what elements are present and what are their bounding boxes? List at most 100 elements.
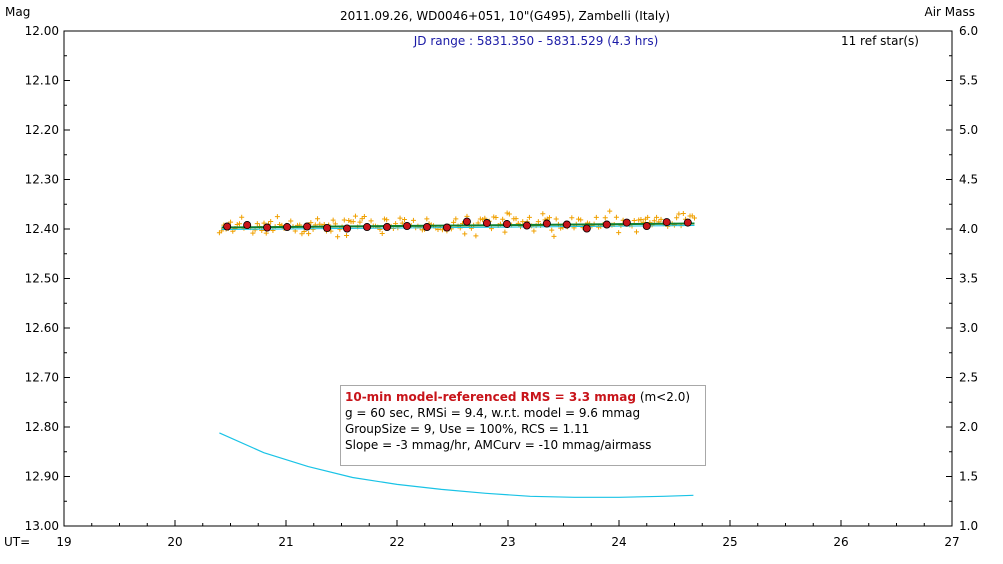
y-right-axis-label: Air Mass: [924, 5, 975, 19]
measurement-point: [397, 215, 403, 221]
x-tick-label: 20: [167, 535, 182, 549]
x-axis-label: UT=: [4, 535, 30, 549]
y-right-tick-label: 1.5: [959, 470, 978, 484]
y-left-tick-label: 12.00: [25, 24, 59, 38]
group-average-point: [622, 218, 631, 227]
ref-stars-label: 11 ref star(s): [841, 34, 919, 48]
y-right-tick-label: 1.0: [959, 519, 978, 533]
y-right-tick-label: 2.0: [959, 420, 978, 434]
y-left-tick-label: 12.50: [25, 272, 59, 286]
measurement-point: [234, 222, 240, 228]
measurement-point: [502, 229, 508, 235]
y-left-axis-label: Mag: [5, 5, 30, 19]
measurement-point: [493, 215, 499, 221]
measurement-point: [526, 214, 532, 220]
group-average-point: [602, 220, 611, 229]
measurement-point: [236, 221, 242, 227]
measurement-point: [424, 216, 430, 222]
stats-line-4: Slope = -3 mmag/hr, AMCurv = -10 mmag/ai…: [345, 438, 652, 452]
measurement-point: [288, 218, 294, 224]
y-left-tick-label: 13.00: [25, 519, 59, 533]
group-average-point: [422, 223, 431, 232]
y-left-tick-label: 12.40: [25, 222, 59, 236]
measurement-point: [346, 217, 352, 223]
measurement-point: [315, 216, 321, 222]
group-average-point: [683, 218, 692, 227]
y-left-tick-label: 12.60: [25, 321, 59, 335]
group-average-point: [402, 222, 411, 231]
measurement-point: [350, 219, 356, 225]
measurement-point: [268, 219, 274, 225]
air-mass-curve: [219, 432, 694, 498]
model-fit-line-secondary: [221, 225, 695, 231]
measurement-point: [299, 231, 305, 237]
group-average-point: [263, 223, 272, 232]
measurement-point: [330, 217, 336, 223]
stats-box: 10-min model-referenced RMS = 3.3 mmag (…: [340, 385, 706, 466]
group-average-point: [662, 218, 671, 227]
y-right-tick-label: 4.5: [959, 173, 978, 187]
measurement-point: [361, 213, 367, 219]
measurement-point: [674, 215, 680, 221]
measurement-point: [551, 233, 557, 239]
group-average-point: [383, 223, 392, 232]
measurement-point: [301, 229, 307, 235]
measurement-point: [368, 218, 374, 224]
measurement-point: [513, 216, 519, 222]
measurement-point: [691, 215, 697, 221]
y-left-tick-label: 12.20: [25, 123, 59, 137]
measurement-point: [462, 231, 468, 237]
y-right-tick-label: 3.0: [959, 321, 978, 335]
y-left-tick-label: 12.30: [25, 173, 59, 187]
measurement-point: [250, 230, 256, 236]
group-average-point: [482, 219, 491, 228]
y-left-tick-label: 12.90: [25, 470, 59, 484]
y-right-tick-label: 2.5: [959, 371, 978, 385]
measurement-point: [504, 210, 510, 216]
measurement-point: [654, 214, 660, 220]
measurement-point: [261, 220, 267, 226]
measurement-point: [607, 208, 613, 214]
chart-subtitle: JD range : 5831.350 - 5831.529 (4.3 hrs): [413, 34, 659, 48]
y-left-tick-label: 12.70: [25, 371, 59, 385]
measurement-point: [384, 217, 390, 223]
y-left-tick-label: 12.80: [25, 420, 59, 434]
measurement-point: [578, 217, 584, 223]
measurement-point: [658, 216, 664, 222]
measurement-point: [402, 216, 408, 222]
y-left-tick-label: 12.10: [25, 74, 59, 88]
rms-suffix: (m<2.0): [636, 390, 691, 404]
measurement-point: [549, 227, 555, 233]
measurement-point: [596, 224, 602, 230]
x-tick-label: 24: [611, 535, 626, 549]
x-tick-label: 23: [500, 535, 515, 549]
measurement-point: [531, 228, 537, 234]
measurement-point: [453, 216, 459, 222]
measurement-point: [631, 218, 637, 224]
group-average-point: [522, 221, 531, 230]
group-average-point: [442, 223, 451, 232]
measurement-point: [468, 225, 474, 231]
measurement-point: [274, 214, 280, 220]
measurement-point: [613, 214, 619, 220]
y-right-tick-label: 6.0: [959, 24, 978, 38]
measurement-point: [506, 211, 512, 217]
group-average-point: [343, 224, 352, 233]
measurement-point: [553, 216, 559, 222]
stats-rms-line: 10-min model-referenced RMS = 3.3 mmag (…: [345, 389, 705, 405]
measurement-point: [341, 217, 347, 223]
stats-line-3: GroupSize = 9, Use = 100%, RCS = 1.11: [345, 422, 590, 436]
measurement-point: [602, 215, 608, 221]
group-average-point: [283, 223, 292, 232]
group-average-point: [323, 224, 332, 233]
group-average-point: [303, 222, 312, 231]
y-right-tick-label: 5.5: [959, 74, 978, 88]
measurement-point: [540, 211, 546, 217]
measurement-point: [344, 233, 350, 239]
x-tick-label: 26: [833, 535, 848, 549]
measurement-point: [451, 219, 457, 225]
x-tick-label: 19: [56, 535, 71, 549]
measurement-point: [616, 230, 622, 236]
measurement-point: [410, 217, 416, 223]
measurement-point: [680, 211, 686, 217]
